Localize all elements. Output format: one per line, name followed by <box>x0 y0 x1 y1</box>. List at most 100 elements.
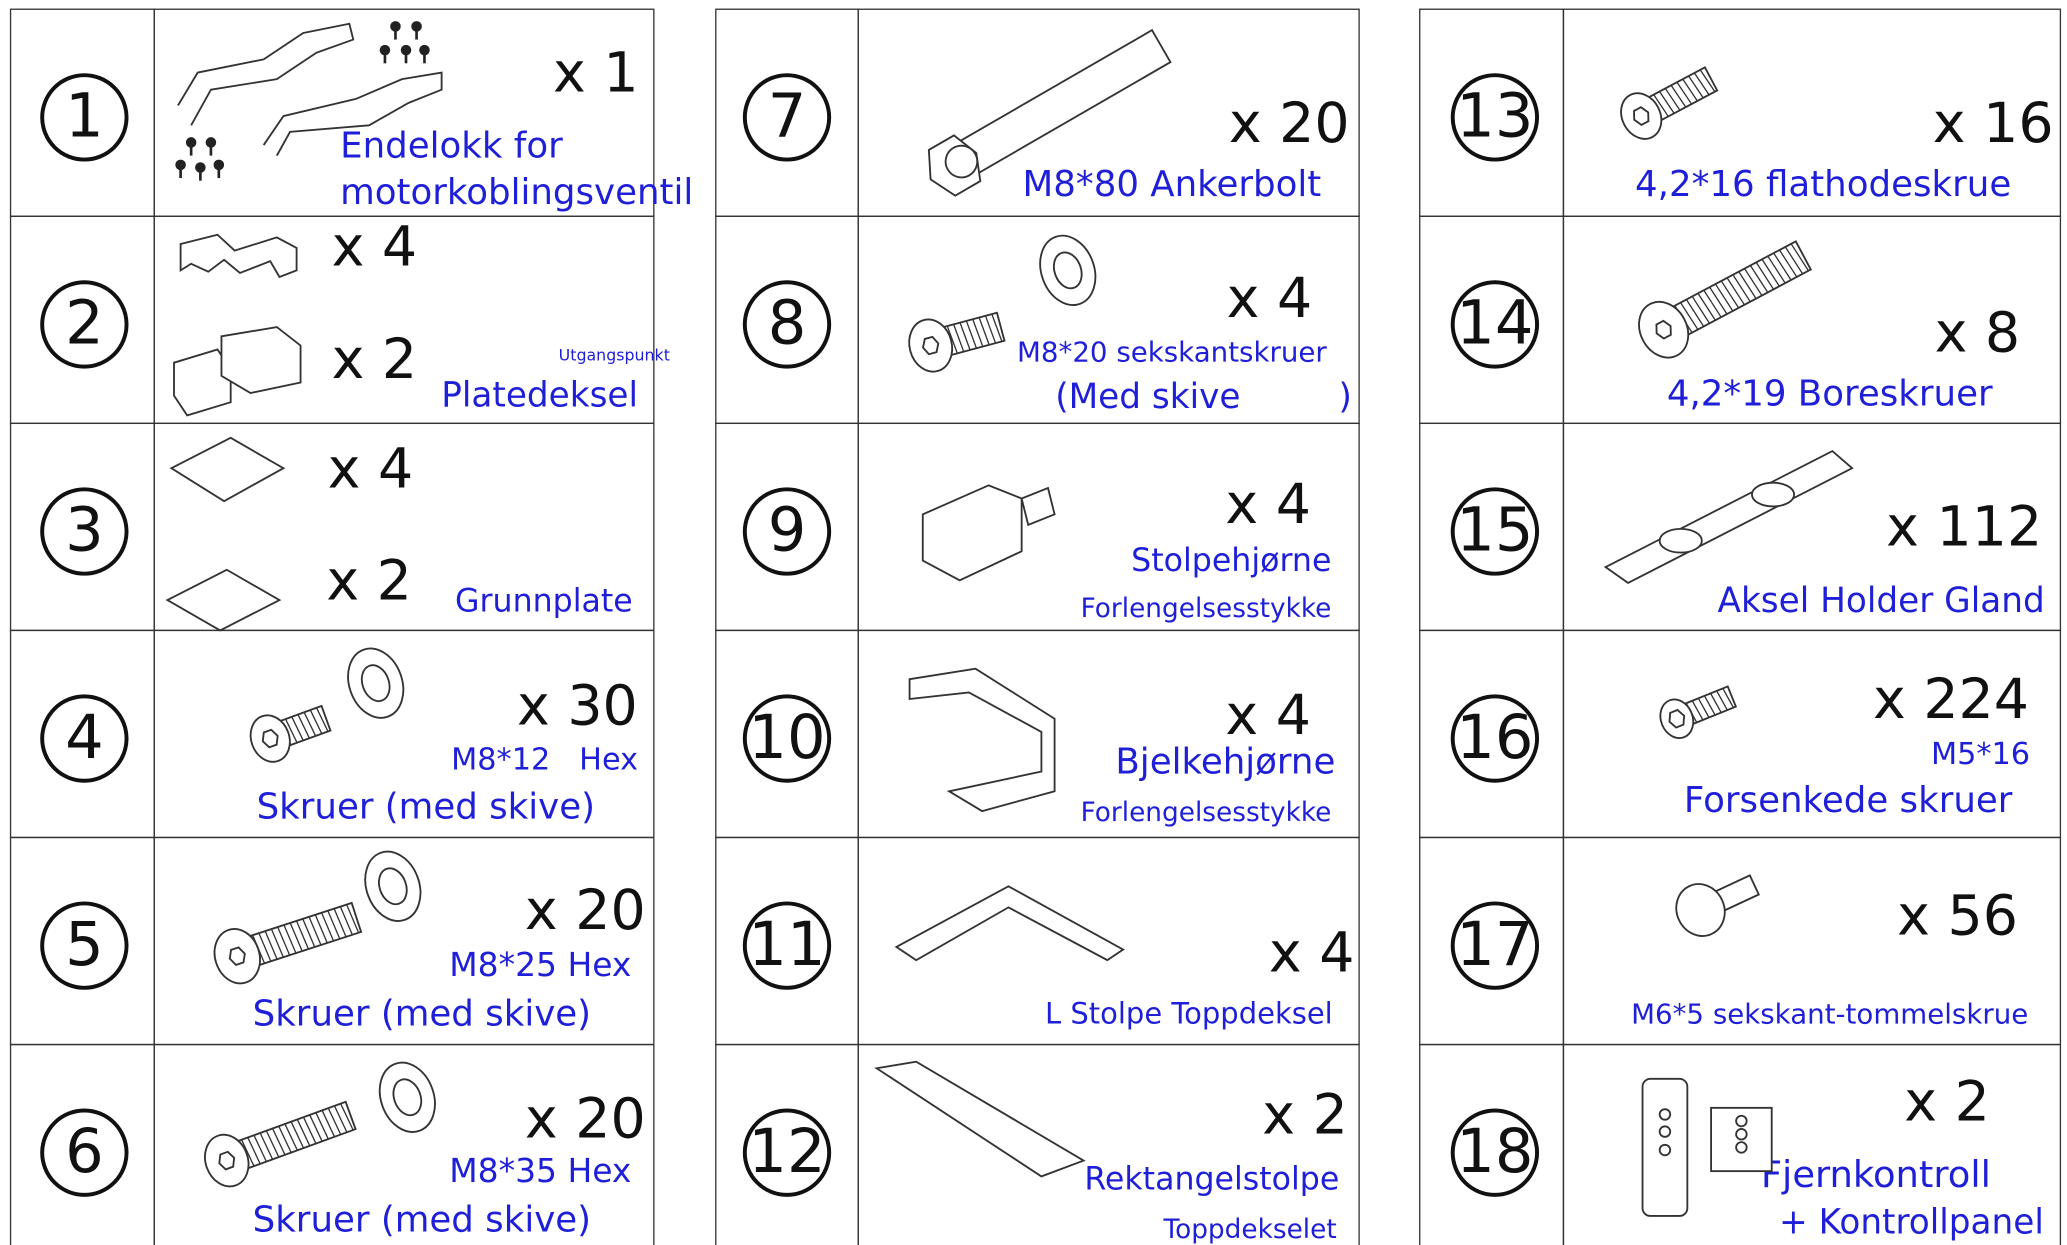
part-label: Endelokk for <box>340 126 563 167</box>
number-circle <box>1450 901 1540 990</box>
part-label: Bjelkehjørne <box>1115 742 1335 783</box>
screw-illustration <box>213 901 363 985</box>
screw-thread <box>321 1110 336 1138</box>
bracket <box>177 22 355 126</box>
screw-thread <box>1703 289 1722 318</box>
bolt-sleeve <box>945 28 1172 183</box>
screw-thread <box>1653 94 1669 117</box>
screw-thread <box>1670 84 1687 108</box>
screw-illustration <box>1659 685 1738 739</box>
quantity: x 4 <box>1225 473 1311 537</box>
screw-thread <box>241 1139 255 1167</box>
part-number: 15 <box>1456 496 1533 566</box>
screw-thread <box>1773 252 1792 281</box>
screw-thread <box>1784 246 1804 275</box>
screw-thread <box>277 926 291 956</box>
screw-thread <box>303 712 317 737</box>
screw-thread <box>247 1137 261 1165</box>
screw-thread <box>1720 280 1740 309</box>
screw-thread <box>333 1105 348 1133</box>
number-circle <box>742 1108 832 1197</box>
l-cover <box>894 885 1125 962</box>
washer-hole <box>392 1078 423 1117</box>
part-label: Platedeksel <box>441 375 638 415</box>
cover <box>179 233 298 279</box>
screw-thread <box>259 1132 274 1160</box>
part-label: Stolpehjørne <box>1131 543 1331 579</box>
screw-illustration <box>249 704 332 763</box>
gland <box>1603 449 1854 585</box>
part-label: Fjernkontroll <box>1761 1153 1991 1196</box>
screw-thread <box>290 1121 305 1149</box>
screw-thread <box>327 910 341 940</box>
screw-thread <box>309 1114 323 1142</box>
corner-piece <box>921 484 1023 582</box>
screw-thread <box>309 709 323 734</box>
quantity: x 20 <box>525 1087 646 1151</box>
button <box>1735 1128 1748 1141</box>
part-number: 6 <box>65 1117 104 1187</box>
quantity: x 2 <box>1904 1070 1990 1134</box>
base-plate <box>169 436 286 503</box>
part-label: Forlengelsesstykke <box>1081 594 1332 624</box>
number-circle <box>742 73 832 162</box>
quantity: x 8 <box>1935 301 2021 365</box>
screw-thread <box>1744 268 1763 296</box>
screw-thread <box>1790 243 1810 272</box>
part-label: 4,2*19 Boreskruer <box>1667 374 1993 415</box>
part-label: L Stolpe Toppdeksel <box>1045 997 1333 1031</box>
screw-thread <box>984 315 997 344</box>
part-number: 10 <box>748 703 825 773</box>
number-circle <box>1450 1108 1540 1197</box>
part-number: 13 <box>1456 82 1533 152</box>
quantity: x 4 <box>1227 267 1313 331</box>
quantity: x 30 <box>517 675 638 739</box>
quantity: x 224 <box>1873 668 2029 732</box>
screw-thread <box>339 906 353 936</box>
button <box>1658 1143 1672 1157</box>
quantity: x 4 <box>1225 684 1311 748</box>
number-circle <box>1450 694 1540 783</box>
quantity: x 20 <box>525 879 646 943</box>
cell-border <box>857 1043 1360 1245</box>
screw-socket <box>218 1150 236 1171</box>
bolt-washer <box>944 144 979 179</box>
screw-thread <box>1697 292 1716 321</box>
screw-thread <box>1691 296 1711 324</box>
quantity: x 2 <box>326 549 412 613</box>
rect-cover <box>874 1060 1086 1178</box>
number-circle <box>40 487 129 576</box>
button <box>1735 1141 1748 1154</box>
part-number: 5 <box>65 910 104 980</box>
screw-thread <box>265 1130 280 1158</box>
screw-thread <box>308 916 322 946</box>
base-plate <box>165 568 282 632</box>
washer-hole <box>360 664 391 703</box>
part-label: M5*16 <box>1931 737 2030 772</box>
part-number: 9 <box>768 496 807 566</box>
screw-thread <box>1778 249 1798 278</box>
number-circle <box>40 1108 129 1197</box>
screw-head <box>390 21 401 32</box>
screw-thread <box>258 932 272 962</box>
screw-thread <box>1685 299 1705 327</box>
screw-thread <box>1699 69 1716 93</box>
screw-head <box>185 137 197 148</box>
gland-hole <box>1658 527 1703 554</box>
thumb-knob <box>1675 883 1726 937</box>
cover <box>220 326 302 394</box>
screw-thread <box>991 313 1003 342</box>
screw-socket <box>1668 708 1686 729</box>
screw-thread <box>1682 78 1698 102</box>
screw-thread <box>264 930 278 960</box>
part-label: M8*25 Hex <box>449 945 631 984</box>
screw-thread <box>946 325 958 354</box>
part-number: 11 <box>748 910 825 980</box>
screw-thread <box>1691 700 1704 721</box>
screw-thread <box>315 1112 329 1140</box>
screw-thread <box>1710 693 1722 713</box>
screw-thread <box>965 320 978 349</box>
quantity: x 1 <box>553 42 639 106</box>
screw-thread <box>289 922 303 952</box>
screw-thread <box>320 912 335 942</box>
